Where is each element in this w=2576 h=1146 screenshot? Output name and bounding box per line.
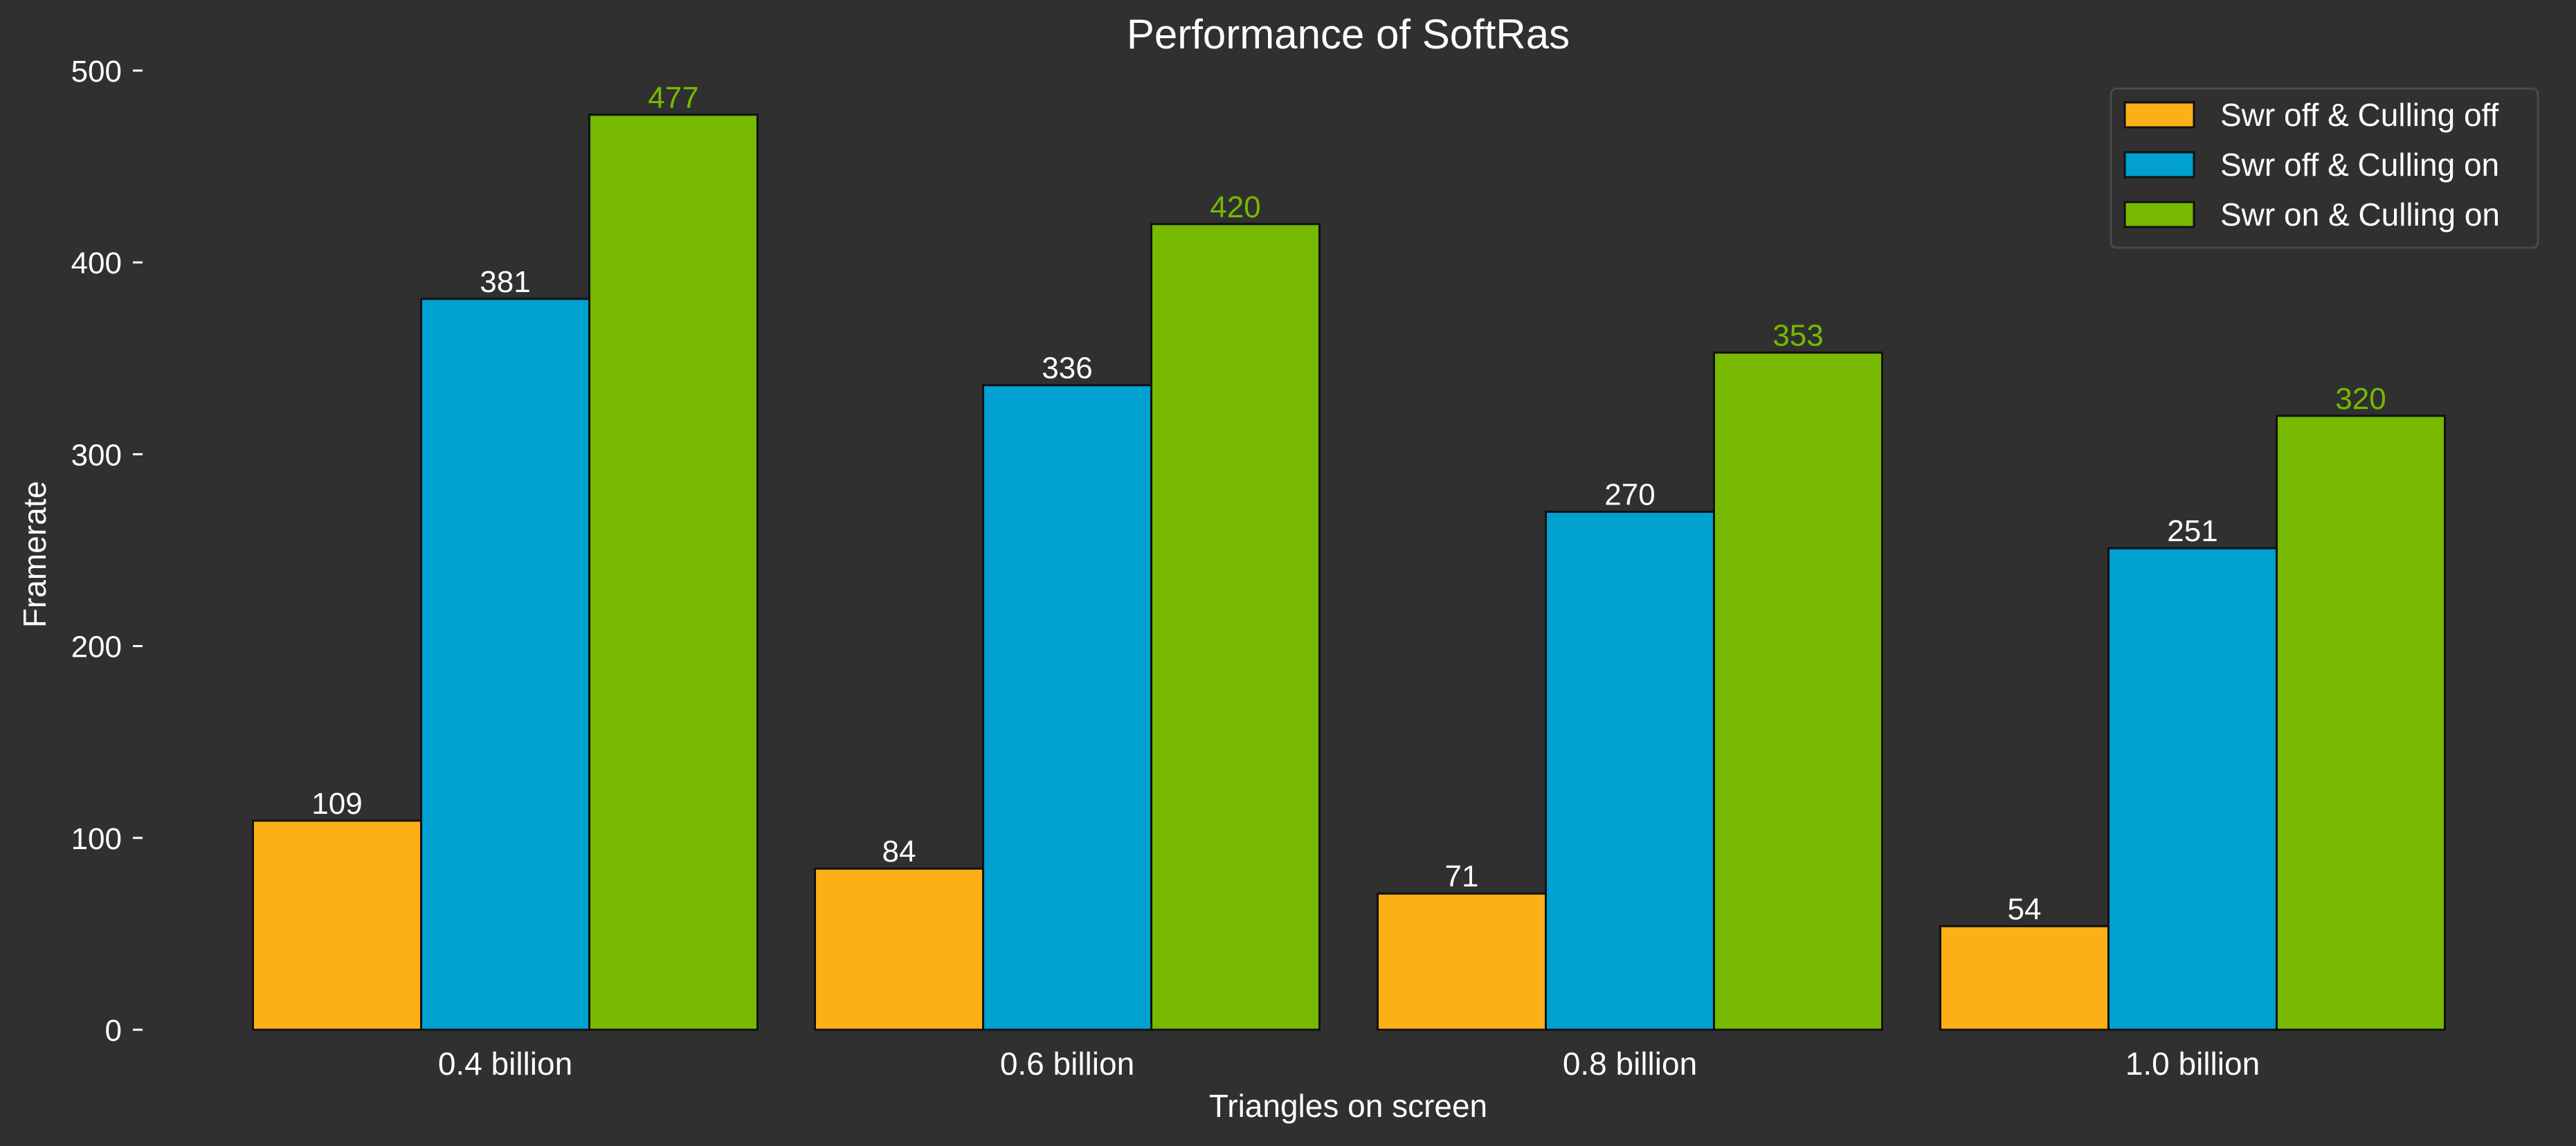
bar — [1713, 351, 1883, 1031]
x-tick-label: 0.6 billion — [1000, 1046, 1134, 1082]
y-tick-label: 200 — [71, 630, 122, 664]
bar-value-label: 84 — [882, 835, 916, 868]
value-labels-group: 109 381 477 84 336 420 71 270 353 54 251 320 — [311, 81, 2386, 927]
x-tick-label: 0.8 billion — [1563, 1046, 1697, 1082]
bar-value-label: 336 — [1042, 352, 1092, 385]
x-tick-label: 1.0 billion — [2125, 1046, 2260, 1082]
bar — [252, 819, 422, 1031]
legend-label: Swr on & Culling on — [2220, 197, 2500, 233]
bar — [420, 298, 590, 1031]
y-tick-label: 400 — [71, 246, 122, 280]
y-tick-label: 500 — [71, 55, 122, 89]
y-tick-label: 100 — [71, 822, 122, 856]
x-axis-label: Triangles on screen — [1209, 1088, 1487, 1124]
bar — [2276, 415, 2446, 1031]
legend-label: Swr off & Culling on — [2220, 147, 2499, 183]
legend-label: Swr off & Culling off — [2220, 97, 2498, 133]
y-tick-label: 300 — [71, 438, 122, 472]
bar-value-label: 353 — [1772, 318, 1823, 352]
legend-frame — [2110, 87, 2539, 249]
y-tick-label: 0 — [105, 1014, 122, 1048]
bar — [1150, 223, 1321, 1031]
bar — [982, 384, 1152, 1031]
y-axis: 0 100 200 300 400 500 — [71, 55, 143, 1048]
bar-value-label: 54 — [2008, 892, 2042, 926]
bar-value-label: 270 — [1604, 478, 1655, 512]
legend-swatch — [2123, 201, 2195, 228]
bar — [588, 113, 759, 1031]
bar-value-label: 109 — [311, 787, 362, 821]
x-tick-label: 0.4 billion — [438, 1046, 572, 1082]
bar — [2107, 547, 2278, 1031]
legend: Swr off & Culling off Swr off & Culling o… — [2110, 87, 2539, 249]
bar — [1377, 892, 1547, 1031]
bar-value-label: 381 — [480, 265, 530, 299]
bar — [1939, 925, 2110, 1031]
bar — [814, 867, 984, 1031]
bar-value-label: 251 — [2167, 514, 2217, 548]
bar-value-label: 477 — [648, 81, 698, 115]
legend-swatch — [2123, 151, 2195, 179]
bar — [1545, 511, 1715, 1031]
bars-group — [252, 113, 2446, 1031]
bar-value-label: 420 — [1210, 190, 1260, 224]
x-axis-ticks: 0.4 billion 0.6 billion 0.8 billion 1.0 bil… — [438, 1046, 2260, 1082]
legend-swatch — [2123, 101, 2195, 129]
bar-value-label: 320 — [2335, 382, 2386, 416]
bar-value-label: 71 — [1445, 860, 1479, 893]
y-axis-label: Framerate — [17, 481, 53, 628]
chart-title: Performance of SoftRas — [1127, 11, 1570, 57]
